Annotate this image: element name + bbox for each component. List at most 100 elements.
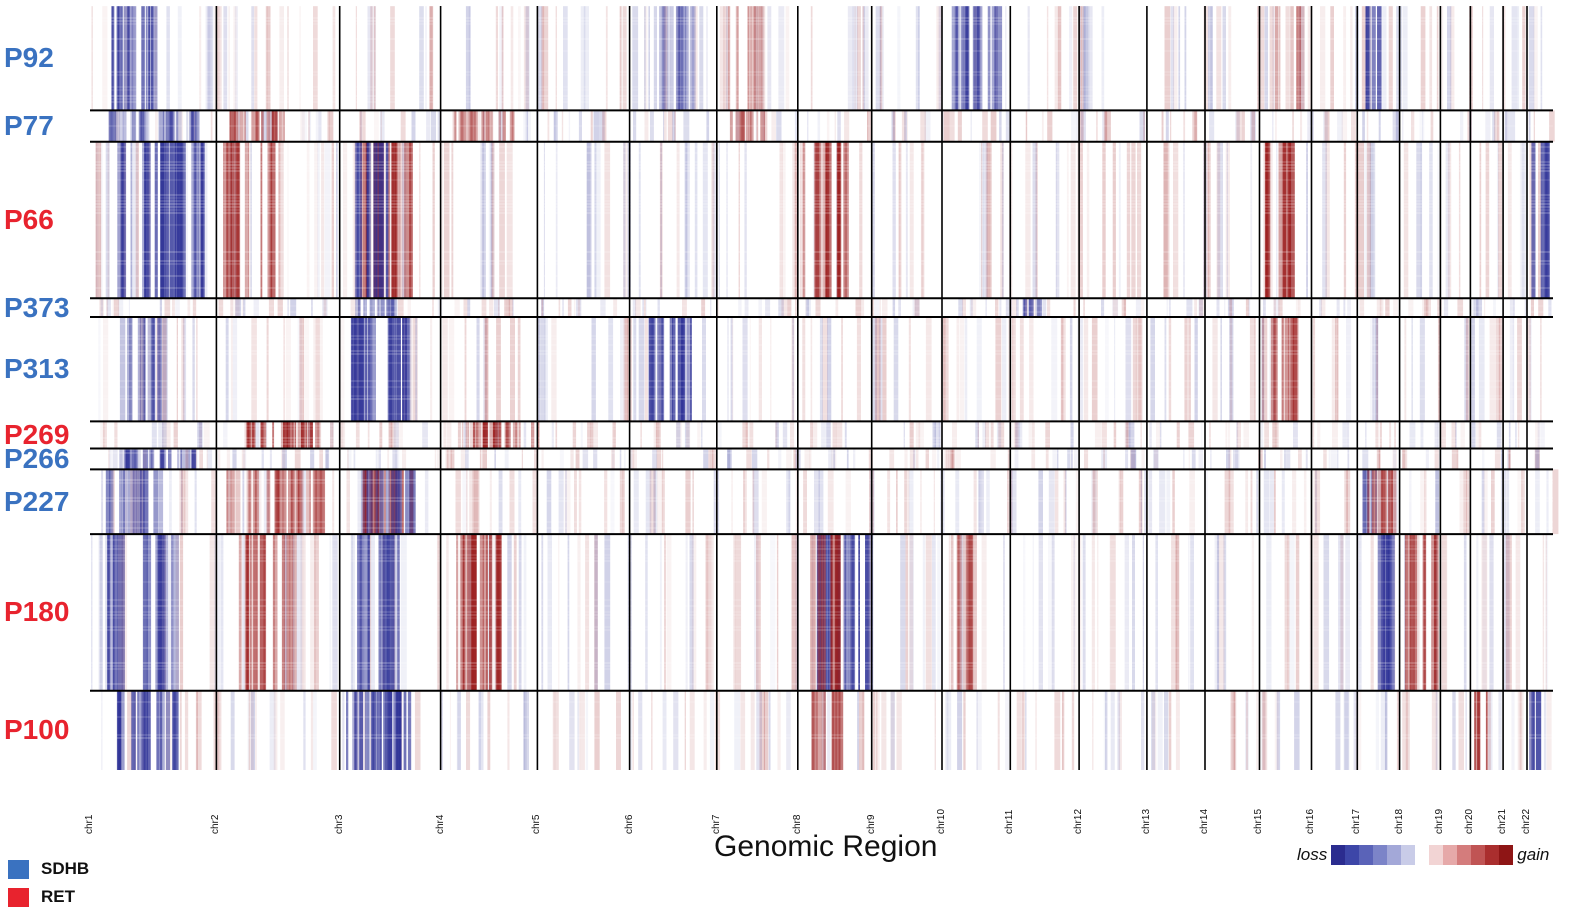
cnv-event-P66-chr3 [409,141,412,299]
noise-streak [1370,317,1374,422]
noise-streak [542,6,549,111]
noise-streak [1077,317,1083,422]
noise-streak [1092,469,1098,535]
cnv-event-P77-chr1 [164,110,168,142]
noise-streak [355,690,361,770]
noise-streak [1312,421,1315,449]
noise-streak [223,421,228,449]
cnv-event-P92-chr10 [965,6,970,111]
noise-streak [1173,6,1178,111]
noise-streak [1112,298,1119,317]
noise-streak [997,690,1000,770]
noise-streak [1168,317,1172,422]
chr-label-chr15: chr15 [1253,808,1265,834]
noise-streak [1420,141,1423,299]
noise-streak [318,110,322,142]
cnv-event-P66-chr8 [826,141,832,299]
noise-streak [1126,141,1131,299]
noise-streak [1533,6,1538,111]
noise-streak [963,690,966,770]
noise-streak [656,448,662,470]
noise-streak [454,298,460,317]
cnv-event-P313-chr1 [140,317,145,422]
noise-streak [809,448,812,470]
noise-streak [909,141,914,299]
cnv-event-P269-chr4 [505,421,509,449]
noise-streak [1218,534,1225,691]
noise-streak [652,448,658,470]
noise-streak [731,317,734,422]
noise-streak [686,421,691,449]
noise-streak [1232,690,1237,770]
noise-streak [1298,6,1305,111]
noise-streak [791,317,795,422]
noise-streak [262,421,267,449]
cnv-event-P180-chr3 [390,534,396,691]
noise-streak [1325,141,1330,299]
noise-streak [1005,690,1010,770]
cnv-event-P100-chr1 [141,690,147,770]
noise-streak [1385,690,1388,770]
noise-streak [1212,317,1218,422]
noise-streak [909,534,914,691]
cnv-event-P66-chr8 [843,141,848,299]
cnv-event-P180-chr18 [1405,534,1409,691]
cnv-event-P180-chr1 [143,534,148,691]
noise-streak [1058,6,1062,111]
cnv-event-P66-chr2 [230,141,235,299]
color-scale-cell [1429,845,1444,865]
sample-label-P180: P180 [4,596,70,628]
cnv-event-P227-chr17 [1375,469,1378,535]
cnv-event-P373-chr11 [1022,298,1028,317]
noise-streak [831,448,837,470]
noise-streak [754,534,759,691]
noise-streak [541,298,545,317]
chr-label-chr18: chr18 [1393,808,1405,834]
noise-streak [709,448,714,470]
noise-streak [756,690,762,770]
cnv-event-P66-chr1 [169,141,174,299]
noise-streak [432,141,435,299]
noise-streak [1437,317,1440,422]
noise-streak [507,690,510,770]
noise-streak [1250,469,1253,535]
noise-streak [745,469,747,535]
noise-streak [523,421,527,449]
noise-streak [756,534,761,691]
noise-streak [1113,421,1117,449]
noise-streak [1340,534,1344,691]
cnv-event-P180-chr8 [817,534,823,691]
noise-streak [95,141,102,299]
cnv-event-P269-chr4 [492,421,496,449]
cnv-event-P180-chr10 [950,534,954,691]
noise-streak [1498,141,1503,299]
cnv-event-P180-chr2 [244,534,249,691]
cnv-event-P180-chr8 [865,534,870,691]
noise-streak [569,690,575,770]
noise-streak [1346,317,1352,422]
noise-streak [1534,448,1540,470]
noise-streak [1393,298,1398,317]
noise-streak [1336,448,1339,470]
noise-streak [332,421,334,449]
noise-streak [684,141,690,299]
noise-streak [155,110,158,142]
noise-streak [622,469,624,535]
noise-streak [476,317,480,422]
noise-streak [768,690,771,770]
noise-streak [762,110,765,142]
noise-streak [948,448,954,470]
cnv-event-P66-chr8 [825,141,829,299]
noise-streak [1101,6,1105,111]
chr-label-chr20: chr20 [1464,808,1476,834]
noise-streak [759,690,765,770]
noise-streak [546,469,552,535]
noise-streak [1192,110,1198,142]
noise-streak [978,469,980,535]
cnv-event-P66-chr3 [392,141,398,299]
noise-streak [388,421,395,449]
cnv-event-P313-chr1 [157,317,162,422]
noise-streak [188,448,194,470]
cnv-event-P66-chr3 [385,141,389,299]
noise-streak [630,448,635,470]
